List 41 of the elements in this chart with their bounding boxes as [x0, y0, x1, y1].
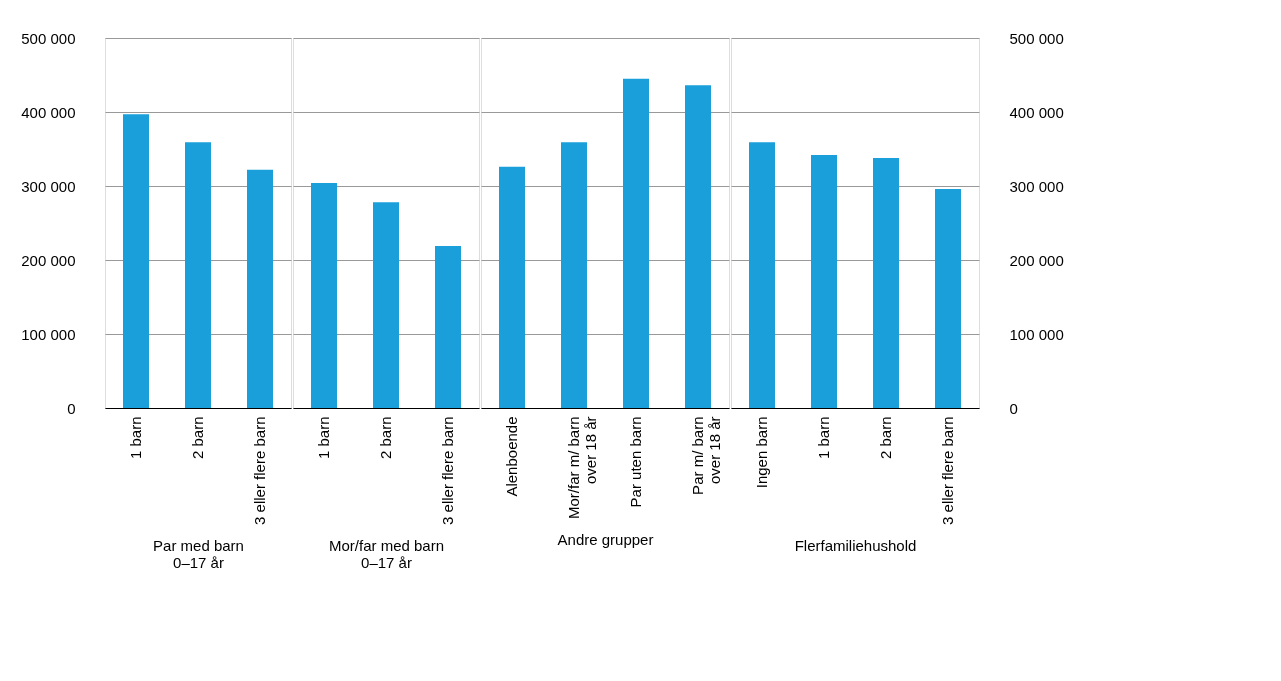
bar [935, 188, 961, 408]
x-axis-title: Mor/far med barn 0–17 år [328, 536, 445, 571]
y-tick-label: 300 000 [21, 177, 76, 195]
x-tick-label: Par uten barn [627, 416, 644, 508]
x-tick-label: 3 eller flere barn [251, 416, 268, 525]
x-tick-label: 1 barn [127, 416, 144, 460]
y-tick-label: 100 000 [1009, 325, 1064, 343]
x-tick-label: 3 eller flere barn [439, 416, 456, 525]
x-tick-label: 3 eller flere barn [939, 416, 956, 525]
bar [247, 169, 273, 408]
bar [685, 85, 711, 408]
bar [123, 114, 149, 408]
x-tick-label: 2 barn [877, 416, 894, 460]
y-tick-label: 0 [1009, 399, 1018, 417]
y-tick-label: 500 000 [21, 29, 76, 47]
y-tick-label: 0 [67, 399, 76, 417]
bar [623, 78, 649, 408]
x-tick-label: Par m/ barn over 18 år [689, 416, 723, 495]
y-tick-label: 200 000 [21, 251, 76, 269]
x-tick-label: 1 barn [315, 416, 332, 460]
bar [499, 166, 525, 408]
x-tick-label: Alenboende [503, 416, 520, 497]
x-tick-label: 2 barn [377, 416, 394, 460]
x-tick-label: 1 barn [815, 416, 832, 460]
y-tick-label: 200 000 [1009, 251, 1064, 269]
bar [749, 142, 775, 408]
x-tick-label: Mor/far m/ barn over 18 år [565, 416, 599, 520]
bar [561, 142, 587, 408]
y-tick-label: 100 000 [21, 325, 76, 343]
x-axis-title: Par med barn 0–17 år [153, 536, 244, 571]
y-tick-label: 400 000 [1009, 103, 1064, 121]
x-axis-title: Andre grupper [557, 531, 654, 549]
x-tick-label: 2 barn [189, 416, 206, 460]
y-tick-label: 300 000 [1009, 177, 1064, 195]
x-axis-title: Flerfamiliehushold [794, 536, 917, 554]
y-tick-label: 400 000 [21, 103, 76, 121]
bar [873, 157, 899, 408]
y-tick-label: 500 000 [1009, 29, 1064, 47]
bar [185, 142, 211, 408]
x-tick-label: Ingen barn [753, 416, 770, 489]
bar [811, 154, 837, 408]
